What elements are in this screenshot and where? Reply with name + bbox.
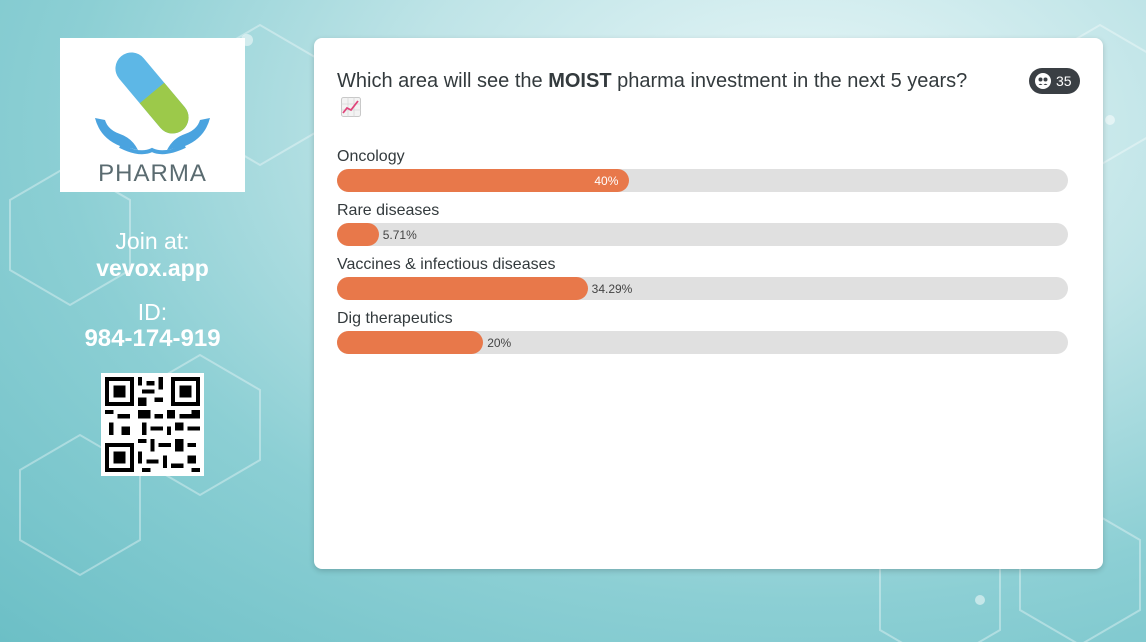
poll-card: Which area will see the MOIST pharma inv…: [314, 38, 1103, 569]
option-bar-track: 20%: [337, 331, 1068, 354]
option-label: Vaccines & infectious diseases: [337, 256, 556, 273]
poll-option: Vaccines & infectious diseases 34.29%: [337, 256, 1068, 300]
option-bar-track: 34.29%: [337, 277, 1068, 300]
capsule-hands-icon: [95, 52, 210, 155]
participants-icon: [1035, 73, 1051, 89]
session-id-value: 984-174-919: [84, 325, 221, 352]
join-url[interactable]: vevox.app: [96, 255, 209, 281]
session-id-label: ID:: [137, 299, 168, 325]
chart-increasing-icon: [341, 97, 361, 117]
join-label: Join at:: [115, 228, 190, 254]
response-count-badge: 35: [1029, 68, 1080, 94]
poll-option: Rare diseases 5.71%: [337, 202, 1068, 246]
pharma-logo: PHARMA: [60, 38, 245, 192]
option-bar-fill: [337, 169, 630, 192]
question-prefix: Which area will see the: [337, 70, 549, 92]
poll-option: Oncology 40%: [337, 148, 1068, 192]
question-suffix: pharma investment in the next 5 years?: [611, 70, 968, 92]
response-count: 35: [1056, 73, 1072, 89]
logo-text: PHARMA: [98, 160, 207, 187]
option-bar-fill: [337, 223, 379, 246]
option-label: Dig therapeutics: [337, 310, 453, 327]
poll-option: Dig therapeutics 20%: [337, 310, 1068, 354]
option-percentage: 20%: [487, 336, 512, 350]
left-panel: PHARMA Join at: vevox.app ID: 984-174-91…: [0, 0, 305, 642]
qr-code: [101, 373, 204, 476]
option-percentage: 40%: [594, 174, 619, 188]
option-percentage: 5.71%: [382, 228, 417, 242]
option-label: Oncology: [337, 148, 405, 165]
option-bar-fill: [337, 277, 588, 300]
option-bar-fill: [337, 331, 484, 354]
option-label: Rare diseases: [337, 202, 440, 219]
poll-question: Which area will see the MOIST pharma inv…: [337, 68, 977, 122]
option-bar-track: 40%: [337, 169, 1068, 192]
option-bar-track: 5.71%: [337, 223, 1068, 246]
question-emphasis: MOIST: [548, 70, 612, 92]
option-percentage: 34.29%: [591, 282, 633, 296]
